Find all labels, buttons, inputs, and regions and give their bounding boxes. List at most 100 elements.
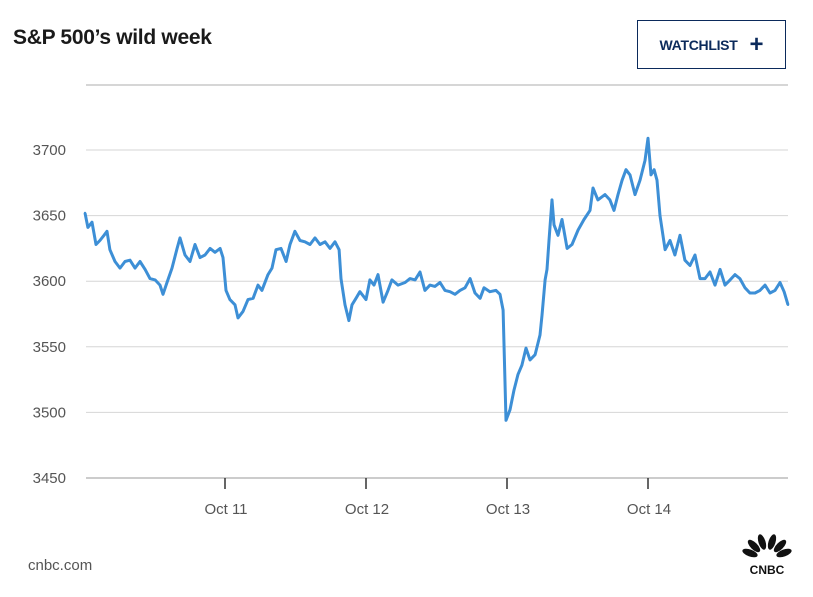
data-point <box>473 291 477 295</box>
y-tick-label: 3600 <box>33 273 66 290</box>
data-point <box>428 283 432 287</box>
data-point <box>418 270 422 274</box>
data-point <box>693 253 697 257</box>
data-point <box>582 218 586 221</box>
data-point <box>633 193 637 196</box>
data-point <box>520 363 524 367</box>
data-point <box>543 278 547 282</box>
data-point <box>758 289 762 292</box>
data-point <box>288 243 292 246</box>
y-tick-label: 3550 <box>33 339 66 356</box>
data-point <box>552 223 556 226</box>
data-point <box>733 273 737 276</box>
data-point <box>703 277 707 280</box>
y-tick-label: 3500 <box>33 404 66 421</box>
x-tick-label: Oct 12 <box>345 501 389 518</box>
data-point <box>533 353 537 356</box>
data-point <box>743 286 747 289</box>
data-point <box>768 291 772 295</box>
data-point <box>624 168 628 171</box>
data-point <box>603 193 607 196</box>
watchlist-button[interactable]: WATCHLIST + <box>637 20 786 69</box>
data-point <box>143 268 147 271</box>
data-point <box>403 281 407 284</box>
data-point <box>713 283 717 287</box>
data-point <box>608 198 612 202</box>
data-point <box>482 286 486 289</box>
y-axis: 3450 3500 3550 3600 3650 3700 <box>33 142 66 487</box>
data-point <box>118 266 122 270</box>
data-point <box>413 278 417 282</box>
data-point <box>773 289 777 292</box>
data-point <box>643 159 647 162</box>
data-point <box>153 278 157 282</box>
data-point <box>339 277 343 280</box>
data-point <box>458 289 462 292</box>
data-point <box>646 136 650 140</box>
data-point <box>376 273 380 276</box>
data-point <box>364 298 368 301</box>
data-point <box>337 248 341 251</box>
data-point <box>433 285 437 288</box>
data-point <box>698 277 702 280</box>
data-point <box>270 266 274 270</box>
data-point <box>284 260 288 263</box>
cnbc-peacock-logo: CNBC <box>742 534 792 577</box>
data-point <box>753 291 757 295</box>
data-point <box>98 239 102 242</box>
data-point <box>620 178 624 182</box>
data-point <box>478 297 482 300</box>
data-point <box>183 253 187 257</box>
data-point <box>213 251 217 254</box>
data-point <box>652 168 656 171</box>
data-point <box>508 408 512 411</box>
data-point <box>655 178 659 182</box>
series-line-sp500 <box>83 136 790 422</box>
data-point <box>161 293 165 296</box>
data-point <box>443 289 447 292</box>
data-point <box>588 209 592 212</box>
data-point <box>786 303 790 307</box>
data-point <box>94 243 98 246</box>
data-point <box>673 253 677 257</box>
data-point <box>763 283 767 287</box>
data-point <box>565 247 569 250</box>
data-point <box>663 248 667 251</box>
data-point <box>241 310 245 313</box>
data-point <box>208 247 212 250</box>
data-point <box>83 211 87 215</box>
y-tick-label: 3650 <box>33 208 66 225</box>
chart-title: S&P 500’s wild week <box>13 26 212 49</box>
data-point <box>293 230 297 233</box>
data-point <box>524 346 528 350</box>
data-point <box>658 214 662 217</box>
data-point <box>158 283 162 287</box>
data-point <box>228 298 232 301</box>
data-point <box>323 240 327 244</box>
watchlist-label: WATCHLIST <box>659 36 738 53</box>
data-point <box>333 240 337 244</box>
data-point <box>723 283 727 287</box>
data-point <box>266 273 270 276</box>
data-point <box>468 277 472 280</box>
source-label: cnbc.com <box>28 557 93 574</box>
data-point <box>313 236 317 240</box>
data-point <box>778 281 782 284</box>
x-tick-label: Oct 14 <box>627 501 671 518</box>
data-point <box>516 373 520 376</box>
data-point <box>501 308 505 312</box>
data-point <box>236 316 240 320</box>
data-point <box>596 198 600 202</box>
data-point <box>298 239 302 242</box>
data-point <box>274 248 278 251</box>
data-point <box>193 243 197 246</box>
data-point <box>90 220 94 224</box>
data-point <box>279 247 283 250</box>
data-point <box>221 256 225 259</box>
data-point <box>488 290 492 293</box>
data-point <box>246 298 250 301</box>
data-point <box>347 319 351 322</box>
data-point <box>203 253 207 257</box>
